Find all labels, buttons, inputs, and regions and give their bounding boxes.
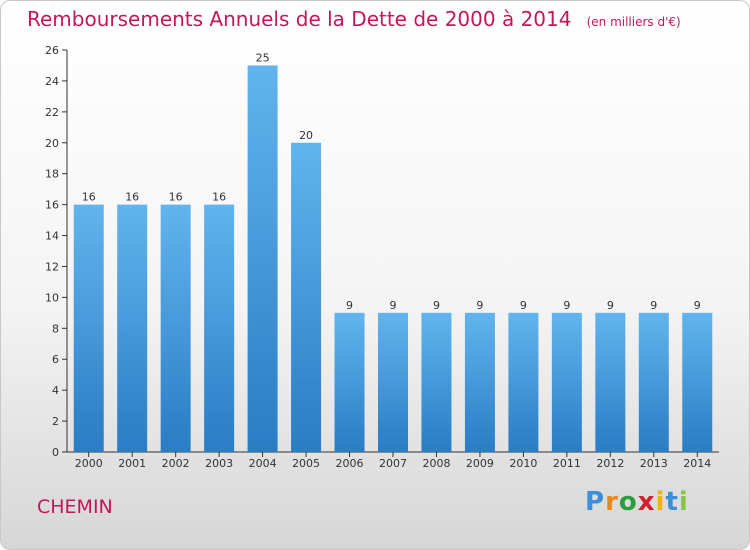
logo-letter: i [655, 487, 666, 517]
y-tick-label: 0 [52, 446, 59, 459]
y-tick-label: 26 [45, 44, 59, 57]
bar [334, 312, 365, 452]
bar [508, 312, 539, 452]
bar [291, 142, 322, 452]
y-tick-label: 4 [52, 384, 59, 397]
y-tick-label: 20 [45, 137, 59, 150]
x-tick-label: 2005 [292, 457, 320, 470]
bar [160, 204, 191, 452]
data-label: 16 [169, 191, 183, 204]
data-label: 9 [520, 299, 527, 312]
bar [117, 204, 148, 452]
x-tick-label: 2013 [640, 457, 668, 470]
logo-letter: t [665, 487, 679, 517]
x-tick-label: 2004 [249, 457, 277, 470]
y-tick-label: 14 [45, 230, 59, 243]
unit-text: (en milliers d'€) [586, 15, 681, 29]
bar [378, 312, 408, 452]
bar [421, 312, 452, 452]
data-label: 9 [433, 299, 440, 312]
x-tick-label: 2002 [162, 457, 190, 470]
data-label: 9 [476, 299, 483, 312]
y-tick-label: 6 [52, 353, 59, 366]
y-tick-label: 12 [45, 260, 59, 273]
y-tick-label: 16 [45, 199, 59, 212]
title-text: Remboursements Annuels de la Dette de 20… [27, 7, 572, 31]
city-name: CHEMIN [37, 496, 113, 518]
y-tick-label: 18 [45, 168, 59, 181]
x-tick-label: 2011 [553, 457, 581, 470]
x-tick-label: 2006 [336, 457, 364, 470]
x-tick-label: 2009 [466, 457, 494, 470]
x-tick-label: 2001 [118, 457, 146, 470]
x-tick-label: 2012 [596, 457, 624, 470]
logo-letter: o [618, 487, 638, 517]
data-label: 9 [390, 299, 397, 312]
logo-letter: x [637, 487, 656, 517]
y-tick-label: 22 [45, 106, 59, 119]
x-tick-label: 2010 [509, 457, 537, 470]
y-tick-label: 24 [45, 75, 59, 88]
bar [595, 312, 626, 452]
bar [464, 312, 495, 452]
x-tick-label: 2014 [683, 457, 711, 470]
data-label: 9 [563, 299, 570, 312]
bar [204, 204, 235, 452]
data-label: 20 [299, 129, 313, 142]
x-tick-label: 2003 [205, 457, 233, 470]
data-label: 9 [346, 299, 353, 312]
logo-letter: i [678, 487, 689, 517]
data-label: 9 [650, 299, 657, 312]
logo-letter: r [605, 487, 619, 517]
bar [638, 312, 669, 452]
y-tick-label: 10 [45, 291, 59, 304]
data-label: 9 [607, 299, 614, 312]
logo-letter: P [585, 487, 606, 517]
data-label: 9 [694, 299, 701, 312]
y-tick-label: 2 [52, 415, 59, 428]
x-tick-label: 2008 [422, 457, 450, 470]
y-tick-label: 8 [52, 322, 59, 335]
bar [682, 312, 713, 452]
data-label: 16 [125, 191, 139, 204]
bar [551, 312, 582, 452]
bar [247, 65, 278, 452]
data-label: 16 [82, 191, 96, 204]
proxiti-logo: Proxiti [585, 487, 689, 517]
data-label: 25 [256, 51, 270, 64]
x-tick-label: 2000 [75, 457, 103, 470]
data-label: 16 [212, 191, 226, 204]
chart-title: Remboursements Annuels de la Dette de 20… [27, 7, 681, 31]
bar [73, 204, 104, 452]
x-tick-label: 2007 [379, 457, 407, 470]
